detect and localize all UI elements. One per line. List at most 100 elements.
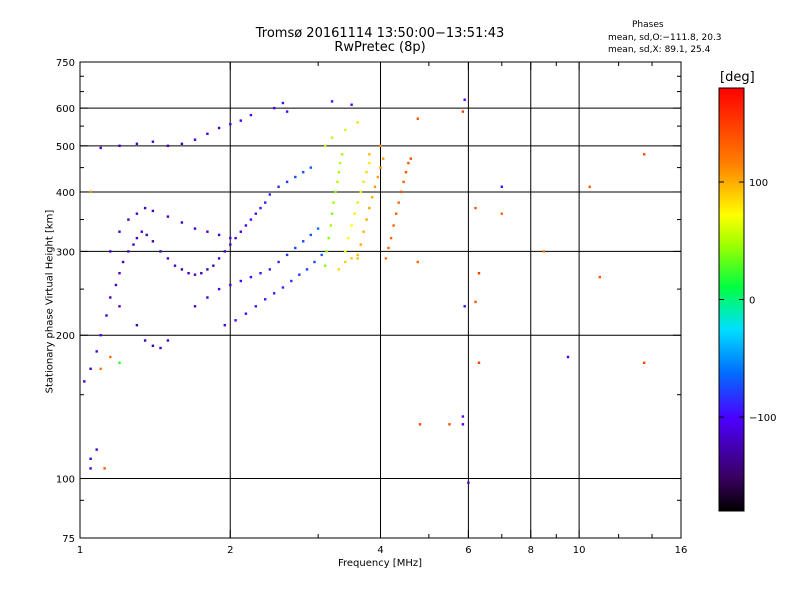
data-point-o: [121, 260, 125, 264]
data-point-o: [313, 260, 316, 264]
data-point-o: [193, 227, 197, 230]
data-point-o: [109, 250, 112, 253]
data-point-x: [350, 257, 353, 260]
data-point-o: [463, 98, 466, 101]
data-point-x: [643, 153, 646, 156]
data-point-o: [140, 230, 143, 233]
data-point-o: [193, 273, 197, 276]
x-tick-label: 6: [465, 545, 471, 556]
data-point-o: [320, 253, 323, 257]
data-point-o: [281, 286, 285, 289]
data-point-x: [353, 212, 356, 215]
data-point-o: [89, 367, 92, 370]
data-point-o: [268, 268, 271, 271]
data-point-x: [477, 361, 481, 364]
data-point-x: [332, 201, 335, 204]
data-point-o: [118, 305, 121, 308]
data-point-o: [180, 221, 184, 224]
data-point-x: [395, 212, 398, 215]
data-point-o: [254, 305, 257, 308]
data-point-o: [166, 339, 170, 342]
data-point-x: [379, 144, 382, 147]
data-point-o: [273, 292, 276, 295]
data-point-x: [389, 236, 393, 240]
data-point-o: [151, 240, 155, 243]
data-point-o: [206, 230, 209, 233]
data-point-x: [324, 144, 327, 147]
data-point-o: [166, 215, 170, 218]
data-point-x: [376, 175, 379, 179]
data-point-o: [234, 319, 237, 322]
data-point-o: [229, 236, 232, 240]
stats-x-mode: mean, sd,X: 89.1, 25.4: [608, 45, 711, 55]
x-tick-label: 1: [77, 545, 83, 556]
data-point-x: [356, 257, 359, 260]
data-point-x: [344, 250, 347, 253]
data-point-o: [95, 350, 98, 353]
data-point-o: [259, 272, 262, 275]
data-point-x: [337, 268, 340, 271]
data-point-x: [359, 190, 362, 194]
data-point-x: [89, 190, 92, 194]
data-point-o: [127, 250, 130, 253]
data-point-o: [285, 253, 289, 257]
data-point-x: [344, 260, 347, 264]
data-point-o: [180, 142, 184, 145]
data-point-x: [327, 236, 330, 240]
stats-heading: Phases: [632, 20, 664, 30]
data-point-o: [239, 279, 242, 283]
data-point-x: [588, 185, 591, 188]
data-point-o: [180, 268, 184, 271]
data-point-x: [416, 260, 419, 264]
data-point-x: [337, 171, 340, 174]
data-point-o: [173, 264, 177, 267]
data-point-x: [397, 201, 400, 204]
data-point-x: [109, 355, 112, 359]
data-point-x: [362, 180, 365, 184]
data-point-o: [254, 212, 257, 215]
data-point-x: [350, 224, 353, 227]
grid-lines: [80, 62, 681, 538]
data-point-o: [159, 346, 162, 350]
data-point-x: [407, 161, 410, 165]
data-point-x: [416, 117, 419, 120]
data-point-x: [402, 180, 405, 184]
y-axis-label: Stationary phase Virtual Height [km]: [44, 209, 56, 394]
data-point-x: [338, 161, 342, 165]
data-point-o: [244, 224, 248, 227]
data-points: [83, 98, 646, 484]
data-point-o: [187, 272, 190, 275]
x-tick-label: 10: [573, 545, 586, 556]
data-point-o: [223, 324, 226, 327]
data-point-o: [294, 246, 297, 250]
data-point-o: [316, 227, 320, 230]
data-point-x: [387, 246, 390, 250]
data-point-o: [89, 467, 92, 470]
data-point-o: [285, 180, 289, 184]
data-point-o: [461, 415, 465, 418]
data-point-x: [99, 367, 102, 370]
data-point-x: [373, 185, 377, 188]
data-point-x: [329, 224, 332, 227]
data-point-o: [298, 273, 301, 276]
data-point-o: [268, 193, 271, 196]
data-point-x: [384, 257, 388, 260]
data-point-o: [135, 212, 139, 215]
data-point-o: [463, 305, 466, 308]
data-point-o: [273, 106, 276, 110]
data-point-x: [324, 264, 327, 267]
data-point-o: [193, 138, 197, 141]
data-point-o: [151, 140, 155, 143]
data-point-o: [217, 287, 221, 291]
data-point-o: [114, 283, 118, 287]
colorbar-ticks: 100 0 −100: [719, 178, 776, 424]
data-point-x: [474, 300, 477, 304]
axis-ticks: 1 2 4 6 8 10 16 75 100 200 300 400 500 600 750: [56, 58, 687, 556]
data-point-o: [135, 142, 139, 145]
data-point-x: [347, 236, 350, 240]
data-point-x: [500, 212, 503, 215]
data-point-o: [217, 257, 221, 260]
data-point-o: [132, 243, 135, 246]
data-point-x: [542, 250, 546, 253]
data-point-o: [166, 144, 170, 147]
